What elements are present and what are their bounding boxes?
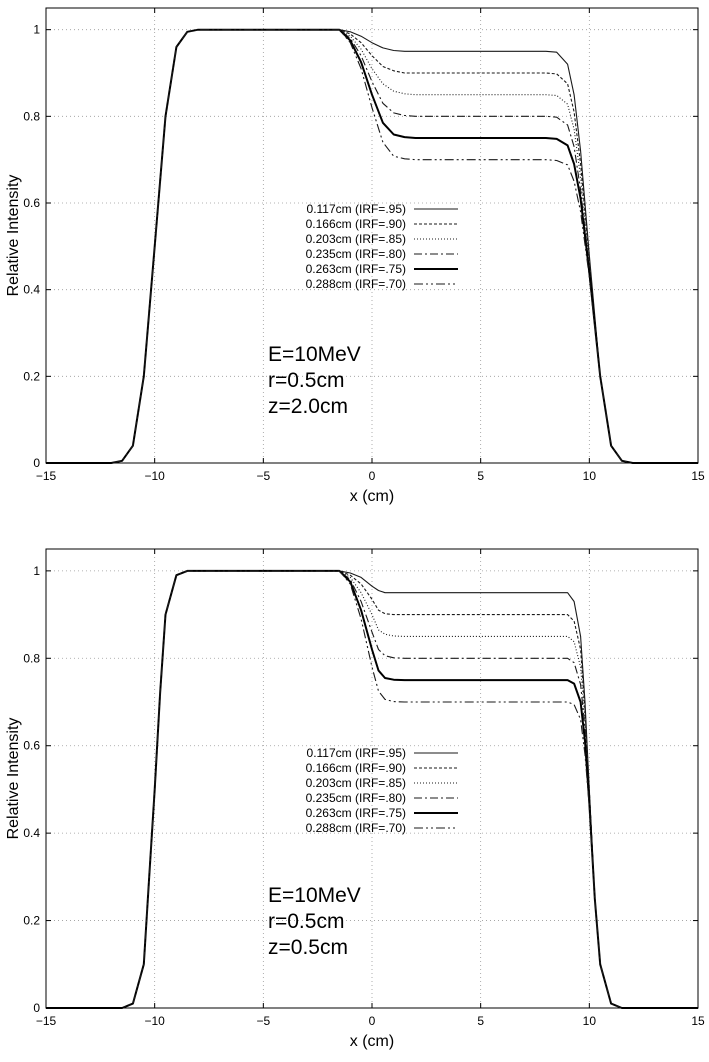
- y-axis-label: Relative Intensity: [5, 175, 22, 297]
- series-line: [46, 570, 698, 1009]
- y-tick-label: 0.8: [23, 109, 40, 123]
- annotation-line: E=10MeV: [268, 884, 361, 907]
- y-tick-label: 0.4: [23, 283, 40, 297]
- x-tick-label: −10: [144, 469, 165, 483]
- x-axis-label: x (cm): [350, 488, 394, 505]
- y-tick-label: 0.2: [23, 914, 40, 928]
- annotation-line: z=0.5cm: [268, 936, 348, 959]
- legend-label: 0.166cm (IRF=.90): [306, 217, 406, 231]
- x-axis-label: x (cm): [350, 1033, 394, 1050]
- y-tick-label: 0.6: [23, 739, 40, 753]
- y-tick-label: 0.8: [23, 651, 40, 665]
- series-line: [46, 570, 698, 1009]
- x-tick-label: −10: [144, 1014, 165, 1028]
- x-tick-label: −15: [36, 469, 57, 483]
- legend: 0.117cm (IRF=.95)0.166cm (IRF=.90)0.203c…: [306, 202, 458, 291]
- legend-label: 0.117cm (IRF=.95): [307, 746, 406, 760]
- annotation-line: z=2.0cm: [268, 395, 348, 418]
- y-tick-label: 0.6: [23, 196, 40, 210]
- annotation-line: r=0.5cm: [268, 910, 344, 933]
- annotation-line: E=10MeV: [268, 343, 361, 366]
- x-tick-label: −15: [36, 1014, 57, 1028]
- legend-label: 0.117cm (IRF=.95): [307, 202, 406, 216]
- x-tick-label: 5: [477, 469, 484, 483]
- annotation-line: r=0.5cm: [268, 369, 344, 392]
- legend-label: 0.288cm (IRF=.70): [306, 277, 406, 291]
- x-tick-label: 10: [583, 1014, 597, 1028]
- y-tick-label: 1: [33, 564, 40, 578]
- annotation-block: E=10MeV r=0.5cm z=0.5cm: [268, 884, 361, 959]
- y-axis-label: Relative Intensity: [5, 718, 22, 840]
- y-tick-label: 0.2: [23, 369, 40, 383]
- legend-label: 0.263cm (IRF=.75): [306, 806, 406, 820]
- chart-panel-top: −15 −10 −5 0 5 10 15 0 0.2 0.4 0.6 0.8 1 x (cm) Relati…: [5, 7, 705, 505]
- x-tick-label: 0: [369, 1014, 376, 1028]
- x-tick-label: −5: [256, 469, 270, 483]
- legend-label: 0.235cm (IRF=.80): [306, 791, 406, 805]
- x-tick-label: 10: [583, 469, 597, 483]
- series-line: [46, 570, 698, 1009]
- legend-label: 0.263cm (IRF=.75): [306, 262, 406, 276]
- series-line: [46, 29, 698, 464]
- legend-label: 0.203cm (IRF=.85): [306, 776, 406, 790]
- legend-label: 0.166cm (IRF=.90): [306, 761, 406, 775]
- legend: 0.117cm (IRF=.95)0.166cm (IRF=.90)0.203c…: [306, 746, 458, 835]
- y-tick-label: 0: [33, 456, 40, 470]
- legend-label: 0.203cm (IRF=.85): [306, 232, 406, 246]
- x-tick-label: 15: [691, 469, 705, 483]
- x-tick-label: 0: [369, 469, 376, 483]
- x-tick-label: 5: [477, 1014, 484, 1028]
- x-tick-label: 15: [691, 1014, 705, 1028]
- y-tick-label: 1: [33, 23, 40, 37]
- series-line: [46, 29, 698, 464]
- legend-label: 0.288cm (IRF=.70): [306, 821, 406, 835]
- x-tick-label: −5: [256, 1014, 270, 1028]
- series-line: [46, 28, 698, 464]
- chart-panel-bottom: −15 −10 −5 0 5 10 15 0 0.2 0.4 0.6 0.8 1 x (cm) Relati…: [5, 548, 705, 1050]
- y-tick-label: 0.4: [23, 826, 40, 840]
- y-tick-label: 0: [33, 1001, 40, 1015]
- annotation-block: E=10MeV r=0.5cm z=2.0cm: [268, 343, 361, 418]
- legend-label: 0.235cm (IRF=.80): [306, 247, 406, 261]
